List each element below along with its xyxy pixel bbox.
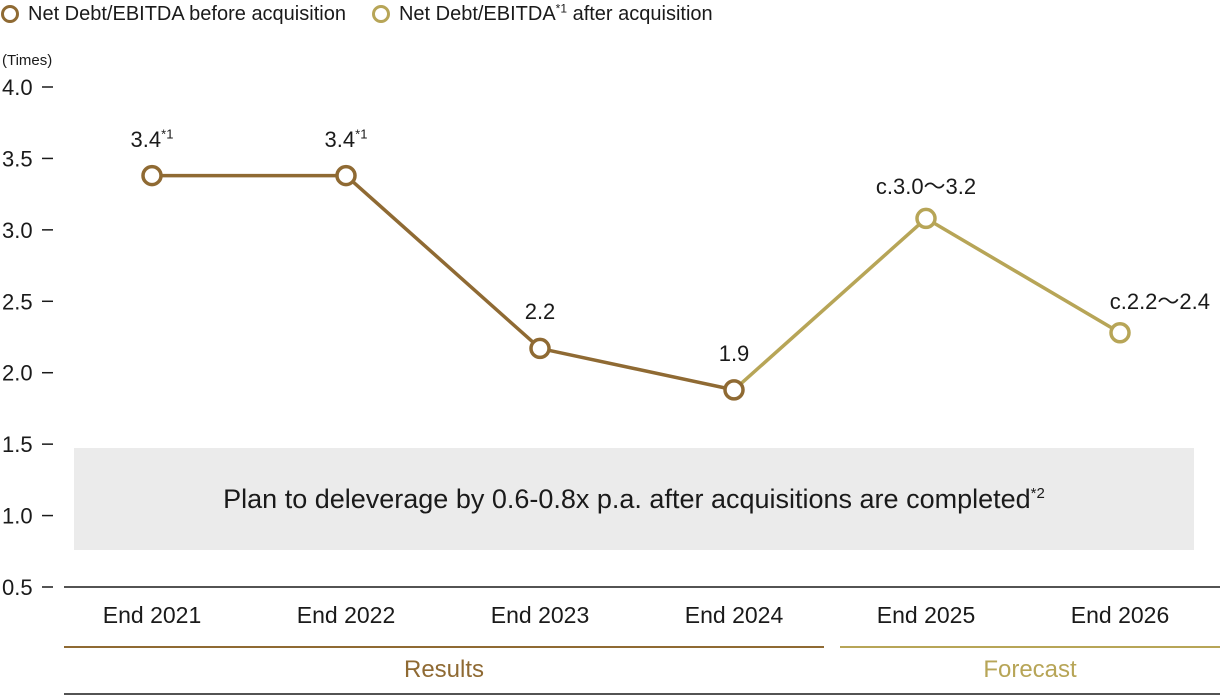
data-label: 1.9	[718, 340, 750, 366]
legend-label-before: Net Debt/EBITDA before acquisition	[28, 2, 346, 25]
data-label: 2.2	[524, 299, 556, 325]
x-tick-label: End 2024	[684, 602, 784, 628]
data-label: 3.4*1	[130, 126, 174, 152]
data-point	[723, 379, 745, 401]
x-tick-label: End 2022	[296, 602, 396, 628]
x-tick-label: End 2021	[102, 602, 202, 628]
legend-marker-before-icon	[1, 5, 19, 23]
y-tick-label: 4.0	[2, 75, 33, 100]
data-label: c.3.0〜3.2	[875, 174, 977, 200]
legend: Net Debt/EBITDA before acquisition Net D…	[0, 1, 739, 27]
group-label-forecast: Forecast	[983, 656, 1077, 683]
y-tick-label: 1.0	[2, 504, 33, 529]
y-tick-label: 1.5	[2, 432, 33, 457]
y-tick-label: 3.5	[2, 146, 33, 171]
data-point	[1109, 321, 1131, 344]
x-tick-label: End 2023	[490, 602, 590, 628]
series-line-before	[152, 173, 735, 392]
group-label-results: Results	[403, 656, 485, 683]
deleverage-note: Plan to deleverage by 0.6-0.8x p.a. afte…	[74, 448, 1194, 550]
data-label: c.2.2〜2.4	[1109, 288, 1210, 314]
deleverage-note-text: Plan to deleverage by 0.6-0.8x p.a. afte…	[223, 483, 1045, 514]
data-point	[529, 337, 551, 360]
y-axis-unit: (Times)	[2, 52, 53, 69]
x-tick-label: End 2025	[876, 602, 976, 628]
legend-label-after: Net Debt/EBITDA*1 after acquisition	[398, 0, 713, 25]
y-tick-label: 2.5	[2, 289, 33, 314]
legend-item-before: Net Debt/EBITDA before acquisition	[0, 3, 346, 26]
data-point	[335, 164, 357, 187]
legend-marker-after-icon	[371, 5, 390, 23]
data-point	[915, 207, 937, 230]
data-label: 3.4*1	[324, 126, 368, 152]
data-point	[141, 164, 163, 187]
y-tick-label: 0.5	[2, 575, 33, 600]
y-tick-label: 2.0	[2, 361, 33, 386]
legend-item-after: Net Debt/EBITDA*1 after acquisition	[371, 0, 713, 26]
y-tick-label: 3.0	[2, 218, 33, 243]
x-tick-label: End 2026	[1070, 602, 1170, 628]
